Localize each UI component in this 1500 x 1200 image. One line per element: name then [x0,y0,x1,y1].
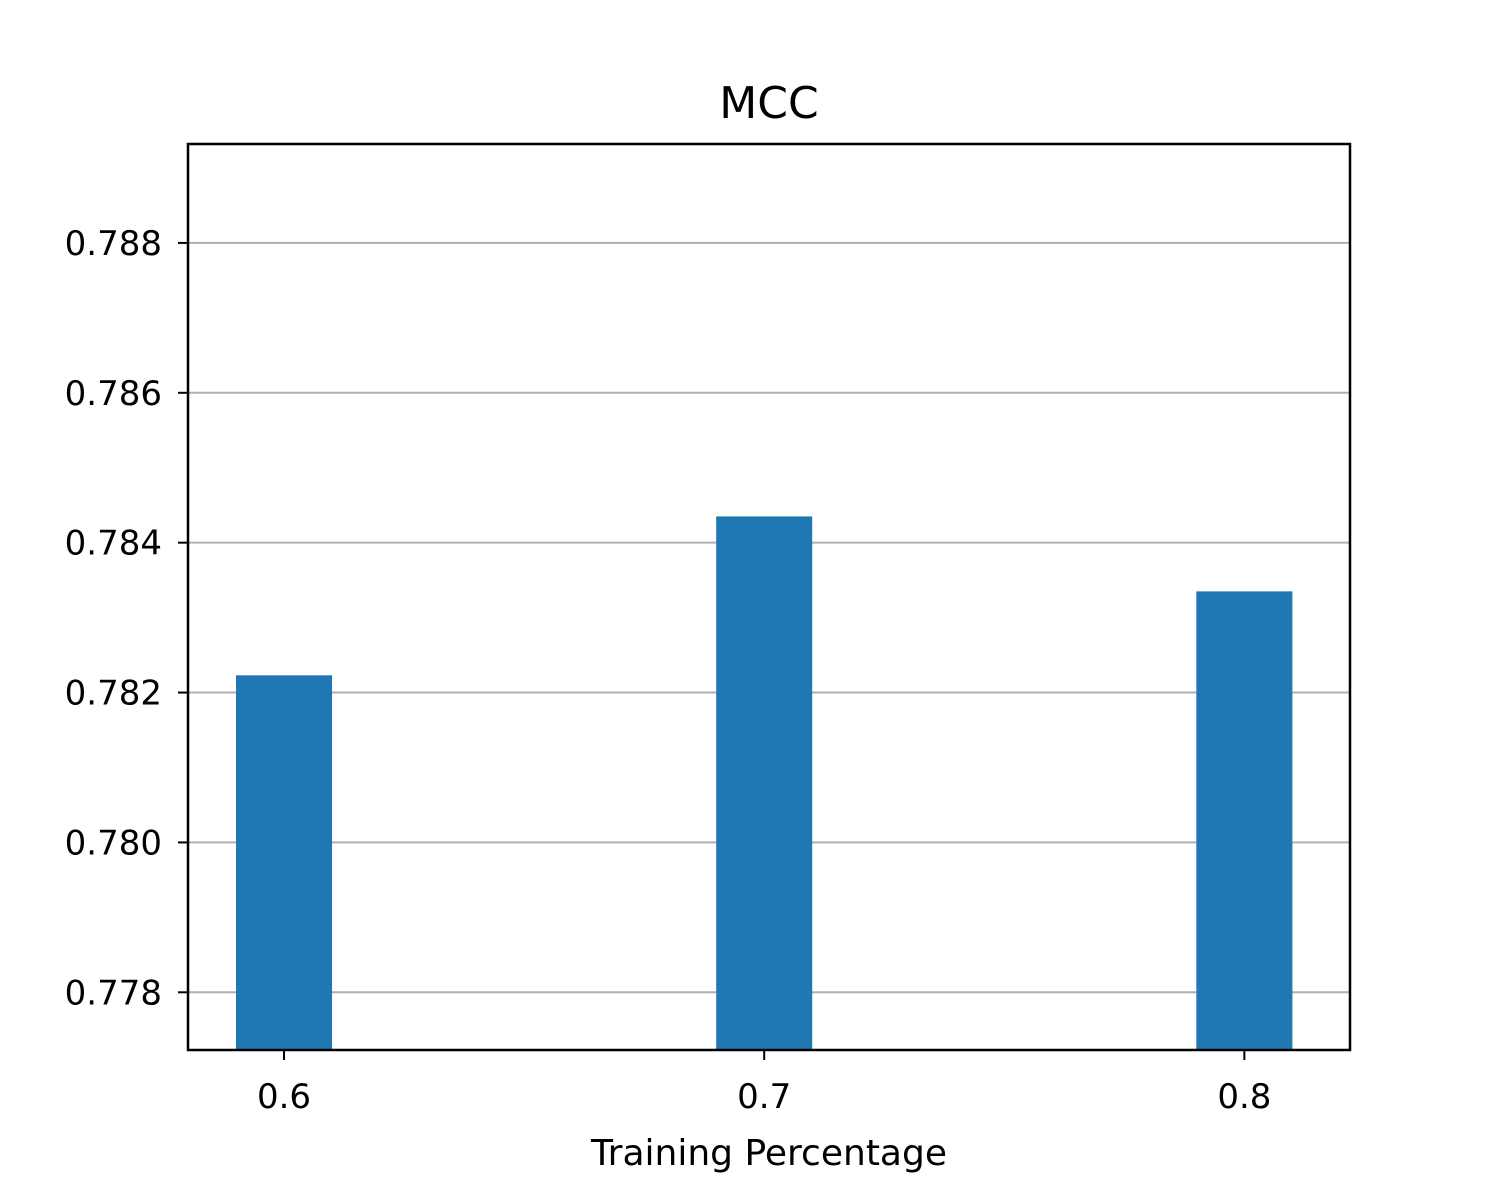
y-tick-label: 0.778 [65,973,162,1013]
x-axis-label: Training Percentage [590,1133,947,1174]
bar-0.6 [236,675,333,1050]
chart-title: MCC [719,78,818,129]
x-axis-ticks: 0.6 0.7 0.8 [257,1050,1271,1117]
y-tick-label: 0.780 [65,823,162,863]
y-tick-label: 0.782 [65,674,162,714]
y-tick-label: 0.786 [65,374,162,414]
y-tick-label: 0.788 [65,224,162,264]
bars [236,516,1293,1050]
x-tick-label: 0.6 [257,1077,311,1117]
x-tick-label: 0.8 [1217,1077,1271,1117]
y-axis-ticks: 0.778 0.780 0.782 0.784 0.786 0.788 [65,224,188,1013]
y-tick-label: 0.784 [65,524,162,564]
plot-frame [186,142,1352,1052]
bar-0.7 [716,516,813,1050]
x-tick-label: 0.7 [737,1077,791,1117]
bar-0.8 [1196,591,1293,1050]
